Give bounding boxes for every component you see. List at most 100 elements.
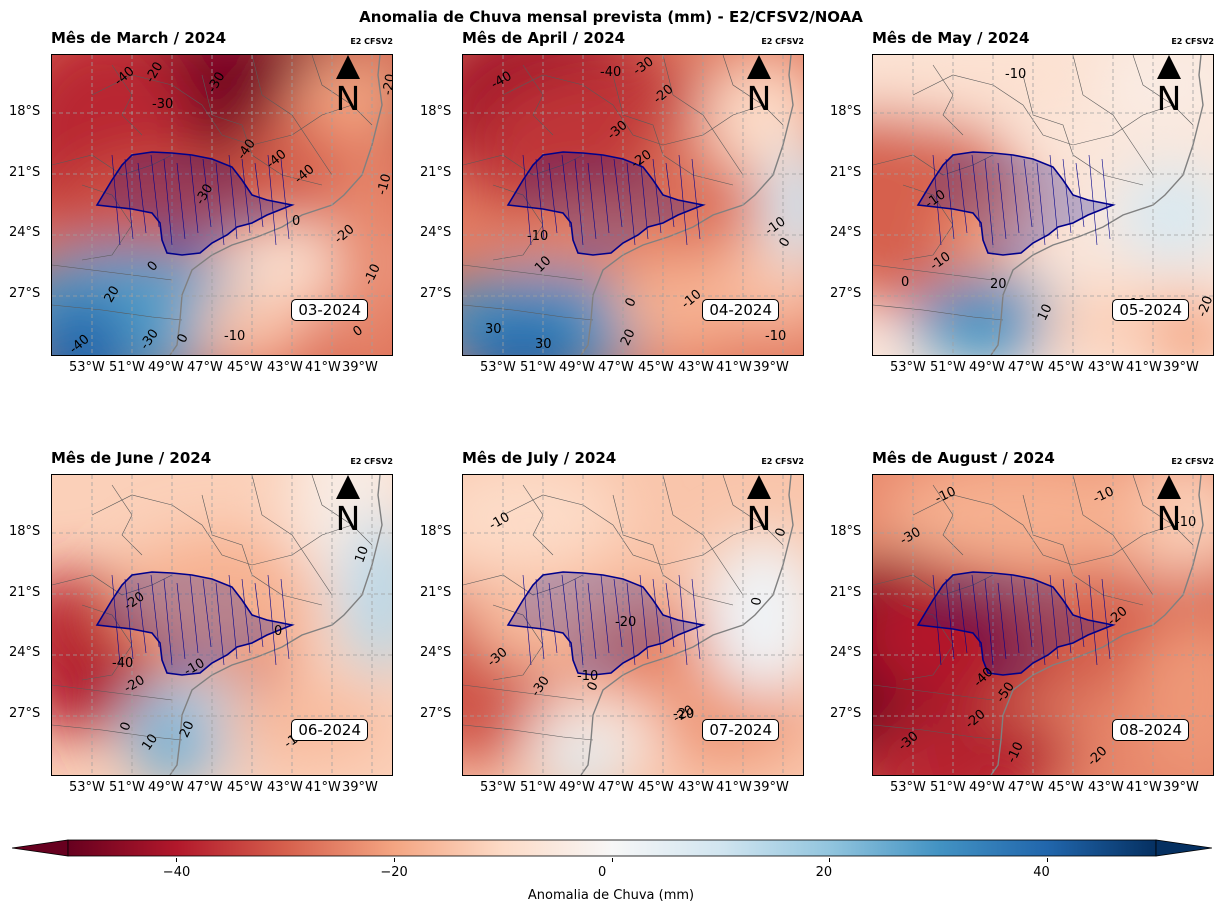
municipality-lines [111, 574, 290, 666]
state-border [1132, 475, 1194, 546]
north-label: N [1156, 79, 1182, 118]
anomaly-blob [342, 515, 392, 675]
anomaly-blob [292, 55, 392, 135]
panel-title: Mês de April / 2024 [462, 29, 626, 47]
longitude-label: 43°W [267, 780, 303, 795]
state-border [311, 55, 373, 126]
panel-source-tag: E2 CFSV2 [1171, 37, 1214, 46]
longitude-label: 41°W [1126, 780, 1162, 795]
anomaly-blob [703, 55, 803, 175]
north-arrow-icon: N [1155, 475, 1185, 543]
colorbar-tick-label: −20 [380, 865, 408, 880]
latitude-label: 21°S [420, 165, 452, 180]
longitude-label: 43°W [1088, 360, 1124, 375]
panel-title: Mês de August / 2024 [872, 449, 1055, 467]
longitude-label: 39°W [1163, 780, 1199, 795]
latitude-label: 21°S [9, 585, 41, 600]
sao-paulo-municipalities [506, 151, 706, 256]
longitude-label: 47°W [1008, 360, 1044, 375]
municipality-lines [522, 154, 701, 246]
anomaly-blob [1093, 55, 1213, 125]
longitude-label: 53°W [890, 780, 926, 795]
anomaly-blob [1113, 165, 1213, 265]
coastline [580, 475, 794, 775]
latitude-label: 21°S [9, 165, 41, 180]
longitude-label: 39°W [753, 780, 789, 795]
state-border [912, 74, 1174, 146]
panel-source-tag: E2 CFSV2 [1171, 457, 1214, 466]
longitude-label: 41°W [1126, 360, 1162, 375]
panel-source-tag: E2 CFSV2 [761, 457, 804, 466]
contour-label: 0 [901, 275, 910, 290]
colorbar-extend-low [11, 839, 69, 857]
colorbar-tick-label: −40 [162, 865, 191, 880]
state-border [612, 494, 734, 606]
contour-label: -40 [600, 65, 622, 80]
colorbar-tick-label: 20 [815, 865, 833, 880]
state-border [873, 304, 1004, 321]
coastline [169, 475, 383, 775]
longitude-label: 49°W [148, 780, 184, 795]
state-border [912, 494, 1174, 566]
state-border [873, 724, 1004, 741]
state-border [463, 154, 584, 176]
longitude-label: 51°W [109, 360, 145, 375]
state-border [1132, 55, 1194, 126]
longitude-label: 49°W [559, 780, 595, 795]
longitude-label: 41°W [716, 360, 752, 375]
north-label: N [335, 79, 361, 118]
north-label: N [746, 79, 772, 118]
contour-label: -30 [152, 97, 174, 112]
colorbar-tick-mark [176, 858, 178, 862]
north-label: N [335, 499, 361, 538]
state-border [463, 724, 594, 741]
state-border [463, 684, 584, 701]
contour-label: 0 [274, 624, 283, 639]
municipality-lines [111, 154, 290, 246]
state-border [52, 264, 173, 281]
contour-label: -10 [1175, 515, 1197, 530]
north-arrow-icon: N [745, 55, 775, 123]
longitude-label: 45°W [1048, 780, 1084, 795]
state-border [722, 475, 784, 546]
latitude-label: 24°S [830, 225, 862, 240]
coastline [990, 55, 1204, 355]
contour-label: -10 [765, 329, 787, 344]
map-panel: Mês de August / 2024 E2 CFSV2 -10 -10 -30 -10… [830, 449, 1214, 795]
contour-label: -10 [1005, 67, 1027, 82]
colorbar [11, 838, 1213, 858]
latitude-label: 24°S [9, 645, 41, 660]
anomaly-blob [463, 315, 583, 355]
north-arrow-icon: N [1155, 55, 1185, 123]
map-panel: Mês de April / 2024 E2 CFSV2 -40 -40 -30 -20-… [420, 29, 804, 375]
date-badge: 04-2024 [702, 299, 779, 321]
latitude-label: 18°S [9, 524, 41, 539]
state-border [91, 494, 353, 566]
panel-title: Mês de March / 2024 [51, 29, 227, 47]
latitude-label: 24°S [420, 225, 452, 240]
longitude-label: 39°W [1163, 360, 1199, 375]
sao-paulo-municipalities [506, 571, 706, 676]
anomaly-blob [613, 255, 753, 355]
longitude-label: 41°W [716, 780, 752, 795]
state-border [502, 74, 764, 146]
colorbar-tick-mark [1046, 858, 1048, 862]
anomaly-blob [192, 285, 312, 355]
colorbar-tick-mark [611, 858, 613, 862]
state-border [91, 74, 353, 146]
state-border [463, 574, 584, 596]
colorbar-tick-mark [829, 858, 831, 862]
anomaly-blob [132, 705, 212, 775]
municipality-lines [522, 574, 701, 666]
anomaly-field [52, 55, 392, 355]
longitude-label: 49°W [559, 360, 595, 375]
contour-label: 20 [990, 277, 1007, 292]
colorbar-extend-high [1155, 839, 1213, 857]
longitude-label: 47°W [598, 780, 634, 795]
longitude-label: 43°W [678, 360, 714, 375]
colorbar-label: Anomalia de Chuva (mm) [527, 888, 695, 903]
anomaly-blob [953, 715, 1073, 775]
latitude-label: 24°S [9, 225, 41, 240]
longitude-label: 47°W [1008, 780, 1044, 795]
longitude-label: 43°W [267, 360, 303, 375]
